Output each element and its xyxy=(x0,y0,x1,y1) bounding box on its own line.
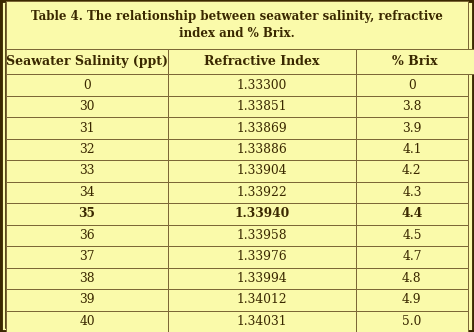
Text: Table 4. The relationship between seawater salinity, refractive
index and % Brix: Table 4. The relationship between seawat… xyxy=(31,10,443,40)
Bar xyxy=(356,310,468,332)
Bar xyxy=(168,225,356,246)
Text: 33: 33 xyxy=(79,164,95,178)
Bar xyxy=(356,182,468,203)
Bar xyxy=(6,182,168,203)
Text: 1.33994: 1.33994 xyxy=(237,272,287,285)
Bar xyxy=(356,49,474,74)
Bar xyxy=(168,246,356,268)
Text: Seawater Salinity (ppt): Seawater Salinity (ppt) xyxy=(6,55,168,68)
Bar xyxy=(6,225,168,246)
Bar xyxy=(356,203,468,225)
Bar xyxy=(356,225,468,246)
Bar xyxy=(6,96,168,117)
Bar xyxy=(6,1,468,49)
Text: 4.1: 4.1 xyxy=(402,143,422,156)
Text: 4.3: 4.3 xyxy=(402,186,422,199)
Bar xyxy=(356,289,468,310)
Text: Refractive Index: Refractive Index xyxy=(204,55,319,68)
Bar xyxy=(6,117,168,139)
Bar xyxy=(356,74,468,96)
Text: 4.2: 4.2 xyxy=(402,164,422,178)
Text: 4.7: 4.7 xyxy=(402,250,422,263)
Bar xyxy=(356,139,468,160)
Text: 4.5: 4.5 xyxy=(402,229,422,242)
Bar xyxy=(6,74,168,96)
Bar xyxy=(168,139,356,160)
Text: 4.8: 4.8 xyxy=(402,272,422,285)
Text: 36: 36 xyxy=(79,229,95,242)
Text: 3.9: 3.9 xyxy=(402,122,422,134)
Bar xyxy=(6,289,168,310)
Text: 1.34031: 1.34031 xyxy=(237,315,287,328)
Text: 34: 34 xyxy=(79,186,95,199)
Text: 1.33940: 1.33940 xyxy=(234,208,290,220)
Text: 0: 0 xyxy=(83,79,91,92)
Text: 1.34012: 1.34012 xyxy=(237,293,287,306)
Text: 1.33886: 1.33886 xyxy=(237,143,287,156)
Text: 1.33976: 1.33976 xyxy=(237,250,287,263)
Bar xyxy=(168,268,356,289)
Text: 32: 32 xyxy=(79,143,95,156)
Bar xyxy=(168,74,356,96)
Bar xyxy=(168,160,356,182)
Bar xyxy=(168,96,356,117)
Text: % Brix: % Brix xyxy=(392,55,438,68)
Text: 1.33851: 1.33851 xyxy=(237,100,287,113)
Text: 4.9: 4.9 xyxy=(402,293,422,306)
Text: 38: 38 xyxy=(79,272,95,285)
Text: 1.33922: 1.33922 xyxy=(237,186,287,199)
Text: 1.33958: 1.33958 xyxy=(237,229,287,242)
Text: 0: 0 xyxy=(408,79,416,92)
Bar xyxy=(168,49,356,74)
Text: 35: 35 xyxy=(79,208,95,220)
Bar xyxy=(168,182,356,203)
Bar xyxy=(168,117,356,139)
Bar xyxy=(356,160,468,182)
Text: 39: 39 xyxy=(79,293,95,306)
Text: 4.4: 4.4 xyxy=(401,208,422,220)
Text: 1.33300: 1.33300 xyxy=(237,79,287,92)
Bar xyxy=(356,96,468,117)
Bar xyxy=(6,246,168,268)
Bar xyxy=(356,268,468,289)
Text: 40: 40 xyxy=(79,315,95,328)
Text: 31: 31 xyxy=(79,122,95,134)
Bar xyxy=(6,160,168,182)
Bar xyxy=(6,310,168,332)
Text: 1.33869: 1.33869 xyxy=(237,122,287,134)
Bar xyxy=(356,246,468,268)
Text: 3.8: 3.8 xyxy=(402,100,422,113)
Bar xyxy=(168,203,356,225)
Text: 1.33904: 1.33904 xyxy=(237,164,287,178)
Bar xyxy=(168,310,356,332)
Bar xyxy=(6,268,168,289)
Bar xyxy=(6,139,168,160)
Bar xyxy=(168,289,356,310)
Bar xyxy=(356,117,468,139)
Text: 30: 30 xyxy=(79,100,95,113)
Text: 5.0: 5.0 xyxy=(402,315,421,328)
Bar xyxy=(6,203,168,225)
Text: 37: 37 xyxy=(79,250,95,263)
Bar xyxy=(6,49,168,74)
